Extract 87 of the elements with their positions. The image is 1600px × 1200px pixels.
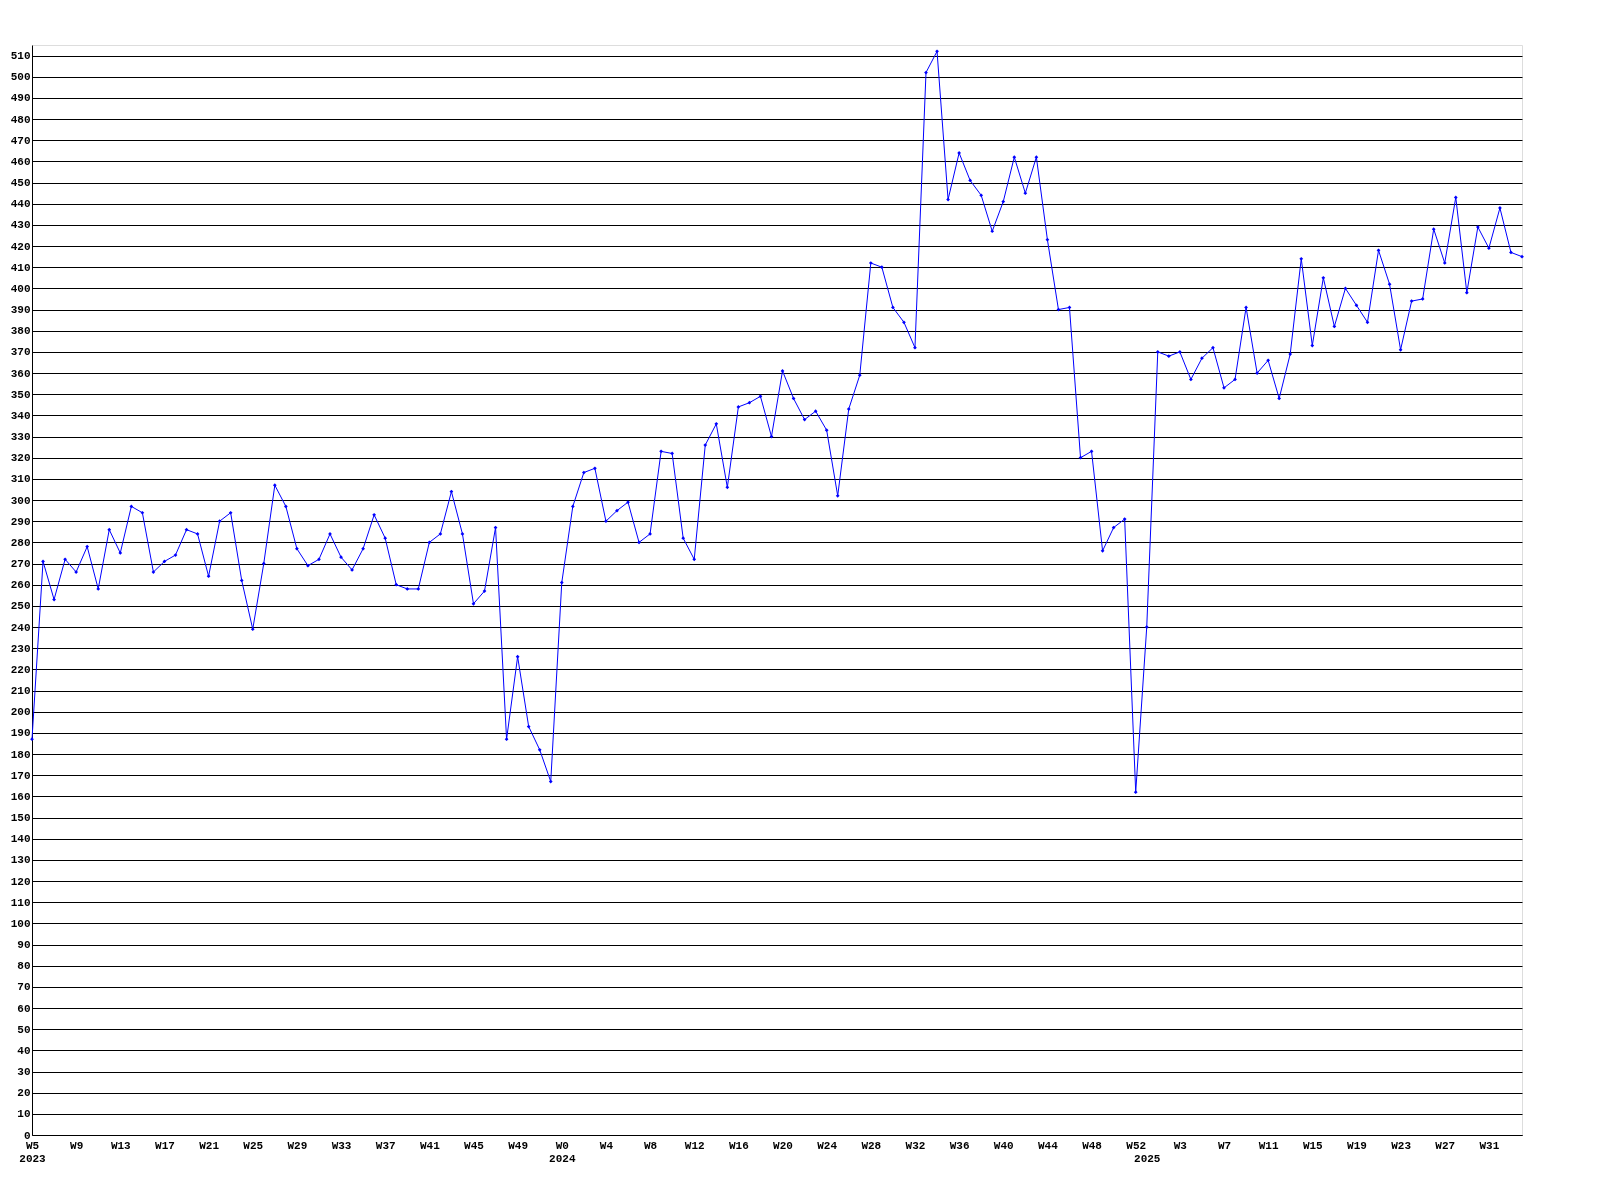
x-tick-label: W40	[993, 1139, 1014, 1152]
x-tick-label: W15	[1302, 1139, 1324, 1152]
x-tick-label: W3	[1173, 1139, 1188, 1152]
y-tick-label: 190	[10, 727, 31, 740]
y-tick-label: 460	[10, 155, 31, 168]
x-tick-label: W19	[1347, 1139, 1367, 1152]
y-tick-label: 250	[10, 600, 31, 613]
x-tick-label: W24	[817, 1139, 838, 1152]
y-tick-label: 390	[10, 304, 31, 317]
x-tick-label: W28	[861, 1139, 882, 1152]
y-tick-label: 120	[10, 875, 31, 888]
x-tick-label: W4	[599, 1139, 614, 1152]
y-tick-label: 340	[10, 409, 31, 422]
y-tick-label: 10	[17, 1108, 31, 1121]
y-tick-label: 270	[10, 558, 31, 571]
y-tick-label: 330	[10, 431, 31, 444]
x-tick-label: W7	[1217, 1139, 1232, 1152]
y-tick-label: 170	[10, 769, 31, 782]
y-tick-label: 150	[10, 812, 31, 825]
y-tick-label: 240	[10, 621, 31, 634]
x-tick-label: W16	[728, 1139, 749, 1152]
x-tick-label: W23	[1391, 1139, 1412, 1152]
y-tick-label: 210	[10, 685, 31, 698]
y-tick-label: 430	[10, 219, 31, 232]
y-tick-label: 130	[10, 854, 31, 867]
y-tick-label: 110	[10, 896, 31, 909]
y-tick-label: 20	[17, 1087, 31, 1100]
x-tick-label: W44	[1038, 1139, 1059, 1152]
x-tick-label: W13	[110, 1139, 132, 1152]
x-tick-label: W17	[155, 1139, 175, 1152]
x-tick-label: W31	[1479, 1139, 1500, 1152]
x-tick-label: W49	[508, 1139, 529, 1152]
x-tick-label: W29	[287, 1139, 308, 1152]
y-tick-label: 180	[10, 748, 31, 761]
y-tick-label: 90	[17, 939, 31, 952]
x-tick-label: W8	[643, 1139, 658, 1152]
y-tick-label: 30	[17, 1066, 31, 1078]
x-tick-label: W12	[684, 1139, 705, 1152]
x-tick-label: W36	[949, 1139, 970, 1152]
x-tick-label: W32	[905, 1139, 926, 1152]
x-tick-label: W41	[419, 1139, 441, 1152]
y-tick-label: 290	[10, 515, 31, 528]
y-tick-label: 40	[17, 1044, 31, 1057]
y-tick-label: 400	[10, 282, 31, 295]
y-tick-label: 220	[10, 663, 31, 676]
x-tick-label: W27	[1435, 1139, 1456, 1152]
y-tick-label: 140	[10, 833, 31, 846]
y-tick-label: 470	[10, 134, 31, 147]
x-tick-label: W21	[199, 1139, 220, 1152]
y-tick-label: 450	[10, 177, 31, 190]
x-tick-label: W20	[773, 1139, 793, 1152]
y-tick-label: 480	[10, 113, 31, 126]
x-tick-label: W5 2023	[19, 1139, 47, 1165]
y-tick-label: 60	[17, 1002, 31, 1015]
y-tick-label: 440	[10, 198, 31, 211]
y-tick-label: 350	[10, 388, 31, 401]
x-tick-label: W11	[1258, 1139, 1279, 1152]
y-tick-label: 370	[10, 346, 31, 359]
y-tick-label: 0	[23, 1129, 31, 1142]
y-tick-label: 420	[10, 240, 31, 253]
x-tick-label: 2025	[1134, 1152, 1161, 1165]
y-tick-label: 310	[10, 473, 31, 486]
y-tick-label: 280	[10, 536, 31, 549]
x-tick-label: W25	[243, 1139, 264, 1152]
y-tick-label: 320	[10, 452, 31, 465]
y-tick-label: 490	[10, 92, 31, 105]
y-tick-label: 510	[10, 50, 31, 63]
y-tick-label: 410	[10, 261, 31, 274]
y-tick-label: 500	[10, 71, 31, 84]
x-tick-label: W0 2024	[549, 1139, 576, 1165]
y-tick-label: 80	[17, 960, 31, 973]
x-tick-label: W45	[464, 1139, 485, 1152]
y-tick-label: 70	[17, 981, 31, 994]
y-tick-label: 230	[10, 642, 31, 655]
y-tick-label: 380	[10, 325, 31, 338]
y-tick-label: 160	[10, 790, 31, 803]
x-tick-label: W9	[70, 1139, 84, 1152]
x-tick-label: W37	[375, 1139, 396, 1152]
x-tick-label: W33	[331, 1139, 352, 1152]
y-tick-label: 360	[10, 367, 31, 380]
x-tick-label: W52	[1126, 1139, 1147, 1152]
y-tick-label: 50	[17, 1023, 31, 1036]
y-tick-label: 200	[10, 706, 31, 719]
y-tick-label: 300	[10, 494, 31, 507]
y-tick-label: 260	[10, 579, 31, 592]
x-tick-label: W48	[1082, 1139, 1103, 1152]
y-tick-label: 100	[10, 917, 31, 930]
